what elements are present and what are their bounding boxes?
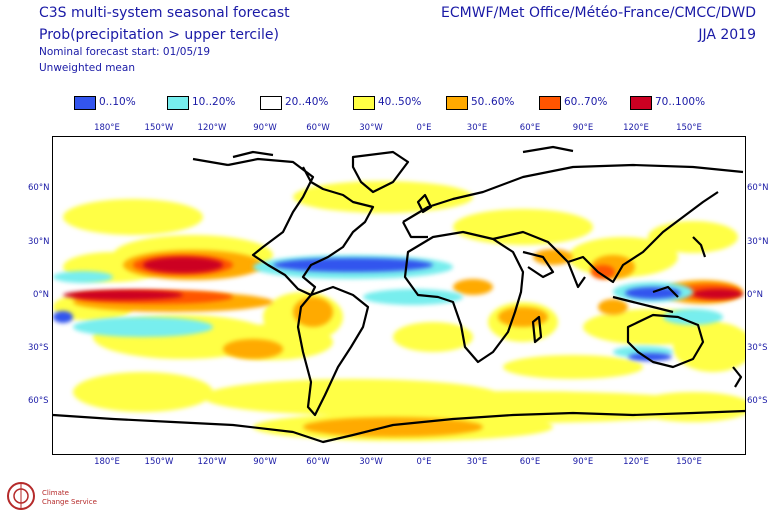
lat-label-left: 0°N [33, 290, 50, 300]
prob-70-100-regions [63, 257, 743, 300]
lon-label-top: 120°E [623, 123, 649, 133]
lon-label-bottom: 120°E [623, 457, 649, 467]
lon-label-bottom: 60°W [306, 457, 330, 467]
coastlines [52, 145, 746, 444]
lon-label-top: 150°W [144, 123, 174, 133]
legend-swatch [630, 96, 652, 110]
chart-title: C3S multi-system seasonal forecast [39, 5, 290, 21]
mean-type: Unweighted mean [39, 62, 135, 74]
lat-label-right: 30°S [747, 343, 768, 353]
lon-label-top: 60°W [306, 123, 330, 133]
lon-label-top: 90°E [572, 123, 594, 133]
lon-label-top: 60°E [519, 123, 541, 133]
c3s-logo-emblem [7, 482, 35, 510]
legend-swatch [167, 96, 189, 110]
forecast-start: Nominal forecast start: 01/05/19 [39, 46, 211, 58]
lon-label-top: 150°E [676, 123, 702, 133]
lat-label-left: 30°S [28, 343, 49, 353]
legend-label: 10..20% [192, 96, 236, 108]
legend-label: 0..10% [99, 96, 136, 108]
c3s-logo: Climate Change Service [6, 478, 106, 518]
lon-label-top: 30°W [359, 123, 383, 133]
season: JJA 2019 [698, 27, 756, 43]
lat-label-right: 30°N [747, 237, 769, 247]
legend-swatch [446, 96, 468, 110]
logo-line1: Climate [42, 489, 69, 497]
chart-subtitle: Prob(precipitation > upper tercile) [39, 27, 279, 43]
lat-label-right: 60°S [747, 396, 768, 406]
lon-label-top: 120°W [197, 123, 227, 133]
lon-label-bottom: 150°E [676, 457, 702, 467]
map-canvas [52, 145, 753, 444]
lon-label-top: 30°E [466, 123, 488, 133]
legend-swatch [539, 96, 561, 110]
forecast-map [52, 136, 753, 455]
lon-label-bottom: 60°E [519, 457, 541, 467]
lon-label-top: 180°E [94, 123, 120, 133]
providers: ECMWF/Met Office/Météo-France/CMCC/DWD [441, 5, 756, 21]
lat-label-right: 60°N [747, 183, 769, 193]
legend-label: 60..70% [564, 96, 608, 108]
prob-0-10-regions [53, 258, 681, 361]
lon-label-bottom: 30°W [359, 457, 383, 467]
lat-label-left: 30°N [28, 237, 50, 247]
lon-label-bottom: 0°E [416, 457, 432, 467]
lon-label-bottom: 90°W [253, 457, 277, 467]
lon-label-bottom: 30°E [466, 457, 488, 467]
lat-label-right: 0°N [747, 290, 764, 300]
logo-line2: Change Service [42, 498, 97, 506]
lon-label-bottom: 150°W [144, 457, 174, 467]
legend-swatch [260, 96, 282, 110]
legend-label: 50..60% [471, 96, 515, 108]
lat-label-left: 60°S [28, 396, 49, 406]
legend-label: 40..50% [378, 96, 422, 108]
lat-label-left: 60°N [28, 183, 50, 193]
lon-label-bottom: 180°E [94, 457, 120, 467]
legend-swatch [74, 96, 96, 110]
lon-label-top: 0°E [416, 123, 432, 133]
legend-swatch [353, 96, 375, 110]
legend-label: 70..100% [655, 96, 706, 108]
legend-label: 20..40% [285, 96, 329, 108]
lon-label-bottom: 90°E [572, 457, 594, 467]
lon-label-top: 90°W [253, 123, 277, 133]
lon-label-bottom: 120°W [197, 457, 227, 467]
